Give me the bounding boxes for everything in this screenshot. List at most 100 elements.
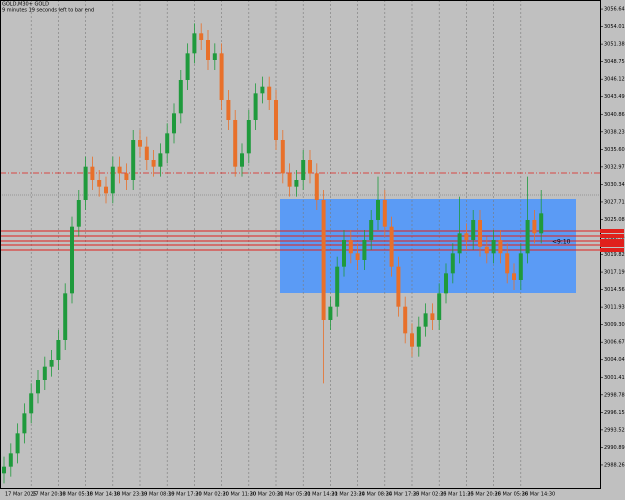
- x-tick-label: 18 Mar 23:30: [114, 492, 147, 498]
- candle-body: [192, 33, 197, 54]
- y-tick-label: 3019.82: [604, 252, 625, 258]
- candle-body: [328, 306, 333, 320]
- candle-body: [532, 220, 537, 234]
- y-tick-label: 3054.01: [604, 24, 625, 30]
- candle-body: [260, 86, 265, 94]
- y-tick-label: 3056.64: [604, 7, 625, 13]
- y-tick-label: 2990.89: [604, 445, 625, 451]
- candle-body: [423, 313, 428, 327]
- candle-body: [539, 213, 544, 234]
- candle-body: [430, 313, 435, 320]
- y-tick-label: 3032.97: [604, 164, 625, 170]
- x-tick-label: 26 Mar 14:30: [522, 492, 555, 498]
- y-tick-label: 2988.26: [604, 462, 625, 468]
- candle-body: [348, 240, 353, 254]
- x-tick-label: 17 Mar 2025: [5, 492, 37, 498]
- candle-body: [172, 113, 176, 134]
- candle-body: [491, 240, 496, 254]
- candle-body: [144, 146, 149, 160]
- y-tick-label: 3017.19: [604, 270, 625, 276]
- candle-body: [226, 100, 231, 120]
- candle-body: [178, 80, 183, 114]
- y-tick-label: 3027.71: [604, 199, 625, 205]
- x-tick-label: 24 Mar 17:30: [386, 492, 419, 498]
- y-tick-label: 2993.52: [604, 427, 625, 433]
- candle-body: [8, 453, 13, 467]
- candle-body: [90, 166, 95, 180]
- y-tick-label: 3006.67: [604, 340, 625, 346]
- x-tick-label: 25 Mar 20:30: [467, 492, 500, 498]
- candle-body: [138, 140, 142, 147]
- chart-title: GOLD,M30+ GOLD: [2, 2, 49, 8]
- level-tag: [600, 248, 624, 252]
- y-tick-label: 3030.34: [604, 182, 625, 188]
- x-tick-label: 25 Mar 11:30: [440, 492, 473, 498]
- candle-body: [274, 100, 278, 140]
- y-tick-label: 3001.41: [604, 375, 625, 381]
- candle-body: [267, 86, 272, 100]
- candle-body: [396, 266, 401, 307]
- candle-body: [450, 253, 455, 274]
- candle-body: [321, 200, 326, 320]
- candle-body: [410, 333, 414, 347]
- candle-body: [42, 366, 47, 380]
- x-tick-label: 21 Mar 05:30: [277, 492, 310, 498]
- candle-body: [335, 266, 340, 307]
- y-tick-label: 3035.60: [604, 147, 625, 153]
- candle-body: [342, 240, 346, 267]
- candle-body: [253, 93, 258, 120]
- candle-body: [287, 173, 292, 187]
- candle-body: [104, 186, 108, 194]
- candle-body: [63, 293, 68, 340]
- candle-body: [464, 233, 469, 240]
- y-tick-label: 3048.75: [604, 59, 625, 65]
- candle-body: [2, 466, 6, 474]
- candle-body: [444, 273, 448, 294]
- candle-body: [29, 393, 34, 414]
- candle-body: [498, 240, 503, 254]
- candle-body: [131, 140, 136, 180]
- x-tick-label: 20 Mar 11:30: [223, 492, 256, 498]
- level-tag: [600, 234, 624, 238]
- x-tick-label: 21 Mar 23:30: [331, 492, 364, 498]
- candle-body: [369, 220, 374, 240]
- y-tick-label: 3014.56: [604, 287, 625, 293]
- y-tick-label: 3009.30: [604, 322, 625, 328]
- y-tick-label: 2998.78: [604, 392, 625, 398]
- candle-body: [505, 253, 510, 274]
- candle-body: [36, 380, 40, 394]
- candle-body: [518, 253, 523, 280]
- candle-body: [158, 153, 163, 167]
- candle-body: [403, 306, 408, 334]
- y-tick-label: 2996.15: [604, 410, 625, 416]
- candle-body: [416, 326, 421, 347]
- level-tag: [600, 243, 624, 247]
- candle-body: [219, 53, 224, 100]
- candle-body: [280, 140, 285, 174]
- candle-body: [151, 160, 156, 167]
- candle-body: [314, 173, 319, 200]
- candle-body: [22, 413, 27, 434]
- candle-body: [76, 200, 81, 227]
- candle-body: [240, 153, 244, 167]
- candle-body: [355, 253, 360, 260]
- candle-body: [457, 233, 462, 254]
- level-tag: [600, 229, 624, 233]
- candle-body: [308, 160, 312, 174]
- chart-subtitle: 9 minutes 19 seconds left to bar end: [2, 8, 94, 14]
- candle-body: [110, 166, 115, 194]
- x-tick-label: 24 Mar 08:30: [359, 492, 392, 498]
- candle-body: [15, 433, 20, 454]
- candle-body: [376, 200, 380, 220]
- x-tick-label: 20 Mar 20:30: [250, 492, 283, 498]
- candle-body: [83, 166, 88, 200]
- candle-body: [206, 40, 210, 60]
- y-tick-label: 3043.49: [604, 94, 625, 100]
- candle-body: [478, 220, 482, 247]
- candle-body: [97, 180, 102, 187]
- y-tick-label: 3046.12: [604, 77, 625, 83]
- candle-body: [301, 160, 306, 180]
- x-tick-label: 20 Mar 02:30: [195, 492, 228, 498]
- candle-body: [233, 120, 238, 167]
